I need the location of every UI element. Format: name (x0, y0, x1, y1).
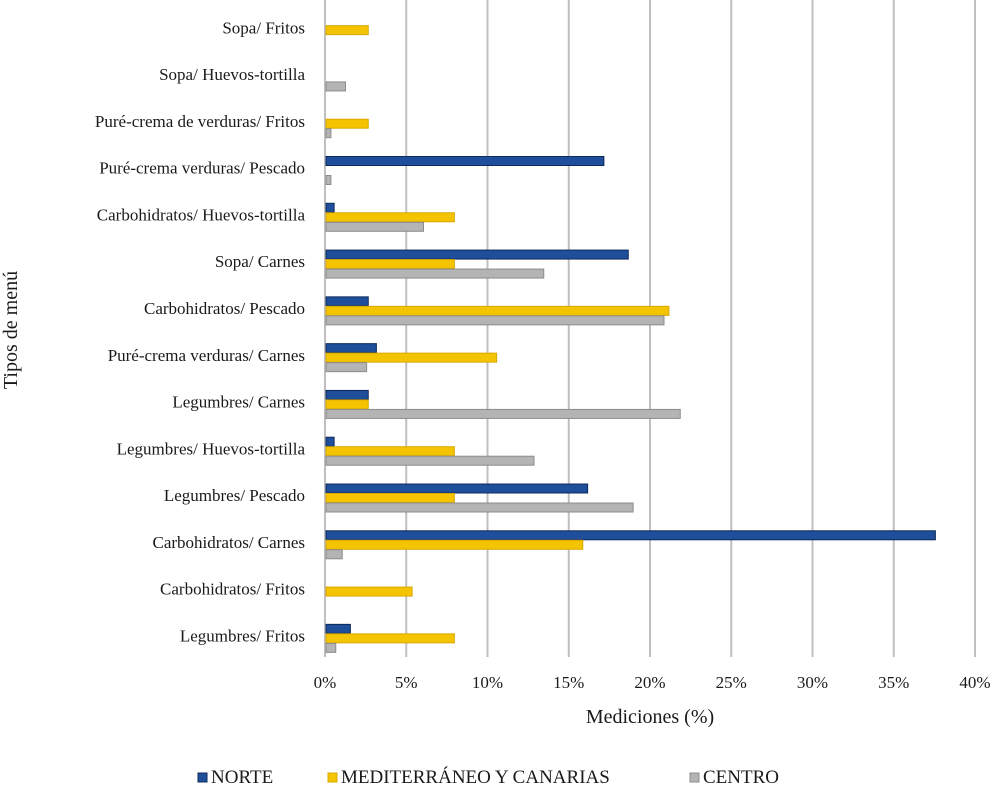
x-tick-label: 25% (716, 673, 747, 692)
category-label: Legumbres/ Carnes (172, 393, 305, 412)
bar-norte (325, 156, 605, 166)
bar-mediterr-neo-y-canarias (325, 259, 455, 270)
category-label: Puré-crema verduras/ Carnes (108, 346, 305, 365)
category-label: Sopa/ Huevos-tortilla (159, 65, 305, 84)
category-label: Puré-crema de verduras/ Fritos (95, 112, 305, 131)
category-label: Puré-crema verduras/ Pescado (99, 159, 305, 178)
x-axis-title: Mediciones (%) (586, 706, 714, 728)
bar-centro (325, 502, 634, 513)
bars (325, 25, 936, 653)
category-label: Legumbres/ Huevos-tortilla (117, 439, 306, 458)
bar-mediterr-neo-y-canarias (325, 118, 369, 129)
bar-norte (325, 623, 351, 634)
bar-centro (325, 221, 424, 232)
x-tick-label: 5% (395, 673, 418, 692)
legend-swatch (197, 772, 208, 783)
y-axis-title: Tipos de menú (0, 271, 22, 389)
x-tick-label: 0% (314, 673, 337, 692)
bar-mediterr-neo-y-canarias (325, 446, 455, 457)
legend-swatch (689, 772, 700, 783)
x-tick-label: 15% (553, 673, 584, 692)
x-tick-label: 30% (797, 673, 828, 692)
bar-mediterr-neo-y-canarias (325, 633, 455, 644)
bar-norte (325, 389, 369, 400)
legend-label: MEDITERRÁNEO Y CANARIAS (341, 766, 610, 788)
bar-mediterr-neo-y-canarias (325, 25, 369, 36)
x-tick-label: 10% (472, 673, 503, 692)
x-tick-labels: 0% 5% 10% 15% 20% 25% 30% 35% 40% (314, 673, 991, 692)
legend-label: NORTE (211, 767, 273, 788)
bar-mediterr-neo-y-canarias (325, 212, 455, 223)
category-label: Carbohidratos/ Fritos (160, 580, 305, 599)
bar-norte (325, 202, 335, 213)
x-tick-label: 35% (878, 673, 909, 692)
bar-centro (325, 362, 368, 373)
bar-norte (325, 483, 589, 494)
bar-centro (325, 455, 535, 466)
category-label: Carbohidratos/ Pescado (144, 299, 305, 318)
bar-norte (325, 343, 377, 354)
legend-swatch (327, 772, 338, 783)
x-tick-label: 40% (959, 673, 990, 692)
bar-mediterr-neo-y-canarias (325, 586, 413, 597)
legend-label: CENTRO (703, 767, 779, 788)
category-labels: Sopa/ Fritos Sopa/ Huevos-tortilla Puré-cr… (95, 18, 306, 645)
bar-norte (325, 530, 936, 541)
bar-mediterr-neo-y-canarias (325, 352, 498, 363)
bar-centro (325, 128, 332, 139)
bar-centro (325, 81, 346, 92)
bar-centro (325, 642, 337, 653)
x-tick-label: 20% (634, 673, 665, 692)
bar-centro (325, 408, 681, 419)
bar-norte (325, 296, 369, 307)
gridlines (324, 0, 976, 657)
category-label: Carbohidratos/ Huevos-tortilla (97, 205, 306, 224)
bar-centro (325, 315, 665, 326)
category-label: Carbohidratos/ Carnes (153, 533, 306, 552)
bar-centro (325, 175, 332, 185)
category-label: Legumbres/ Fritos (180, 627, 305, 646)
bar-norte (325, 249, 629, 260)
bar-centro (325, 268, 545, 279)
bar-mediterr-neo-y-canarias (325, 539, 584, 550)
legend: NORTE MEDITERRÁNEO Y CANARIAS CENTRO (197, 766, 779, 788)
bar-mediterr-neo-y-canarias (325, 493, 455, 503)
category-label: Sopa/ Carnes (215, 252, 305, 271)
category-label: Sopa/ Fritos (222, 18, 305, 37)
bar-mediterr-neo-y-canarias (325, 399, 369, 410)
category-label: Legumbres/ Pescado (164, 486, 305, 505)
bar-centro (325, 549, 343, 560)
bar-mediterr-neo-y-canarias (325, 305, 670, 316)
bar-norte (325, 436, 335, 447)
